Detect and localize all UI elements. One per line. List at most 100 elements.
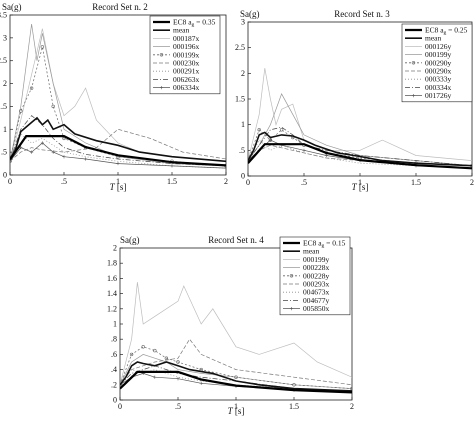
series-line [10, 115, 226, 167]
y-tick-label: 3 [3, 33, 7, 42]
marker [19, 109, 23, 113]
marker [257, 128, 261, 132]
x-axis-label: T [s] [352, 182, 369, 192]
chart-title: Record Set n. 4 [208, 235, 264, 245]
series-000291x [10, 133, 226, 169]
legend-label: 005850x [303, 304, 330, 313]
legend-label: 004673x [303, 288, 330, 297]
marker [29, 86, 34, 90]
series-line [248, 139, 472, 169]
legend-label: 000196x [173, 42, 200, 51]
y-tick-label: 1 [113, 320, 117, 329]
ec8-spectrum-line [248, 143, 472, 170]
y-tick-label: 2 [241, 69, 245, 78]
y-axis-label: Sa(g) [120, 235, 140, 245]
marker [411, 61, 416, 65]
marker [292, 383, 296, 387]
x-tick-label: 2 [224, 177, 228, 186]
x-tick-label: 2 [470, 178, 474, 187]
chart-title: Record Set n. 2 [92, 2, 148, 12]
x-tick-label: 1.5 [411, 178, 421, 187]
ec8-spectrum-line [10, 135, 226, 167]
series-line [10, 24, 226, 167]
series-000126y [248, 68, 472, 161]
x-tick-label: 0 [246, 178, 250, 187]
legend-label: 000199x [173, 50, 200, 59]
legend: EC8 ag = 0.35mean000187x000196x000199x00… [149, 15, 221, 95]
y-tick-label: 3 [241, 18, 245, 27]
y-tick-label: 1.5 [0, 102, 7, 111]
legend-label-mean: mean [425, 34, 441, 43]
series-line [120, 346, 352, 389]
series-line [248, 68, 472, 161]
y-tick-label: 1.5 [235, 95, 245, 104]
marker [234, 375, 238, 379]
series-006263x [10, 115, 226, 167]
series-000333y [248, 139, 472, 169]
plot-area [248, 68, 472, 170]
legend-box [279, 236, 351, 316]
legend-label-ec8: EC8 ag = 0.15 [303, 239, 346, 250]
marker [51, 104, 55, 109]
y-tick-label: 1.2 [107, 304, 117, 313]
y-tick-label: 2.5 [235, 43, 245, 52]
x-tick-label: .5 [175, 402, 181, 411]
y-tick-label: .6 [111, 350, 117, 359]
marker [350, 386, 352, 391]
y-tick-label: 0 [3, 171, 7, 180]
legend-label: 006334x [173, 83, 200, 92]
legend-label: 000230x [173, 59, 200, 68]
series-000334x [248, 126, 472, 167]
panel-2: 0 .5 1 1.5 2 0 .5 1 1.5 2 2.5 3Sa(g) Record Set n. 3… [235, 9, 474, 192]
chart-title: Record Set n. 3 [334, 9, 390, 19]
marker [289, 274, 294, 278]
series-line [120, 282, 352, 385]
marker [164, 356, 169, 360]
x-tick-label: 1 [116, 177, 120, 186]
legend-label-mean: mean [303, 247, 319, 256]
y-tick-label: 3.5 [0, 11, 7, 20]
ec8-spectrum-line [120, 370, 352, 394]
series-004673x [120, 369, 352, 393]
legend-label: 000334x [425, 83, 452, 92]
x-tick-label: .5 [61, 177, 67, 186]
legend-label: 000290x [425, 67, 452, 76]
legend-label-ec8: EC8 ag = 0.25 [425, 26, 468, 37]
y-tick-label: 1.8 [107, 259, 117, 268]
legend-label: 000291x [173, 67, 200, 76]
panel-1: 0 .5 1 1.5 2 0 .5 1 1.5 2 2.5 3 3.5Sa(g) Record Set n… [0, 2, 228, 192]
marker [40, 45, 45, 49]
x-tick-label: 1 [358, 178, 362, 187]
plot-area [120, 282, 352, 394]
series-line [120, 338, 352, 386]
marker [279, 128, 284, 132]
series-line [248, 93, 472, 167]
legend-label: 004677y [303, 296, 330, 305]
x-tick-label: 1.5 [167, 177, 177, 186]
y-tick-label: .2 [111, 380, 117, 389]
x-tick-label: .5 [301, 178, 307, 187]
mean-line [10, 116, 226, 163]
series-000196x [10, 24, 226, 167]
series-line [10, 133, 226, 169]
marker [176, 360, 180, 364]
y-tick-label: 0 [241, 172, 245, 181]
legend-label: 000126y [425, 42, 452, 51]
legend-label: 000187x [173, 34, 200, 43]
mean-line [248, 131, 472, 167]
y-tick-label: 1.4 [107, 289, 117, 298]
y-axis-label: Sa(g) [240, 9, 260, 19]
plot-area [10, 24, 226, 170]
x-tick-label: 2 [350, 402, 354, 411]
series-000199y [120, 282, 352, 385]
y-tick-label: 0 [113, 396, 117, 405]
series-line [10, 142, 226, 169]
legend: EC8 ag = 0.15mean000199y000228x000228y00… [279, 236, 351, 316]
legend-label: 000228x [303, 263, 330, 272]
y-tick-label: 2 [3, 79, 7, 88]
y-tick-label: 1 [3, 125, 7, 134]
x-axis-label: T [s] [228, 406, 245, 416]
y-tick-label: .5 [1, 148, 7, 157]
